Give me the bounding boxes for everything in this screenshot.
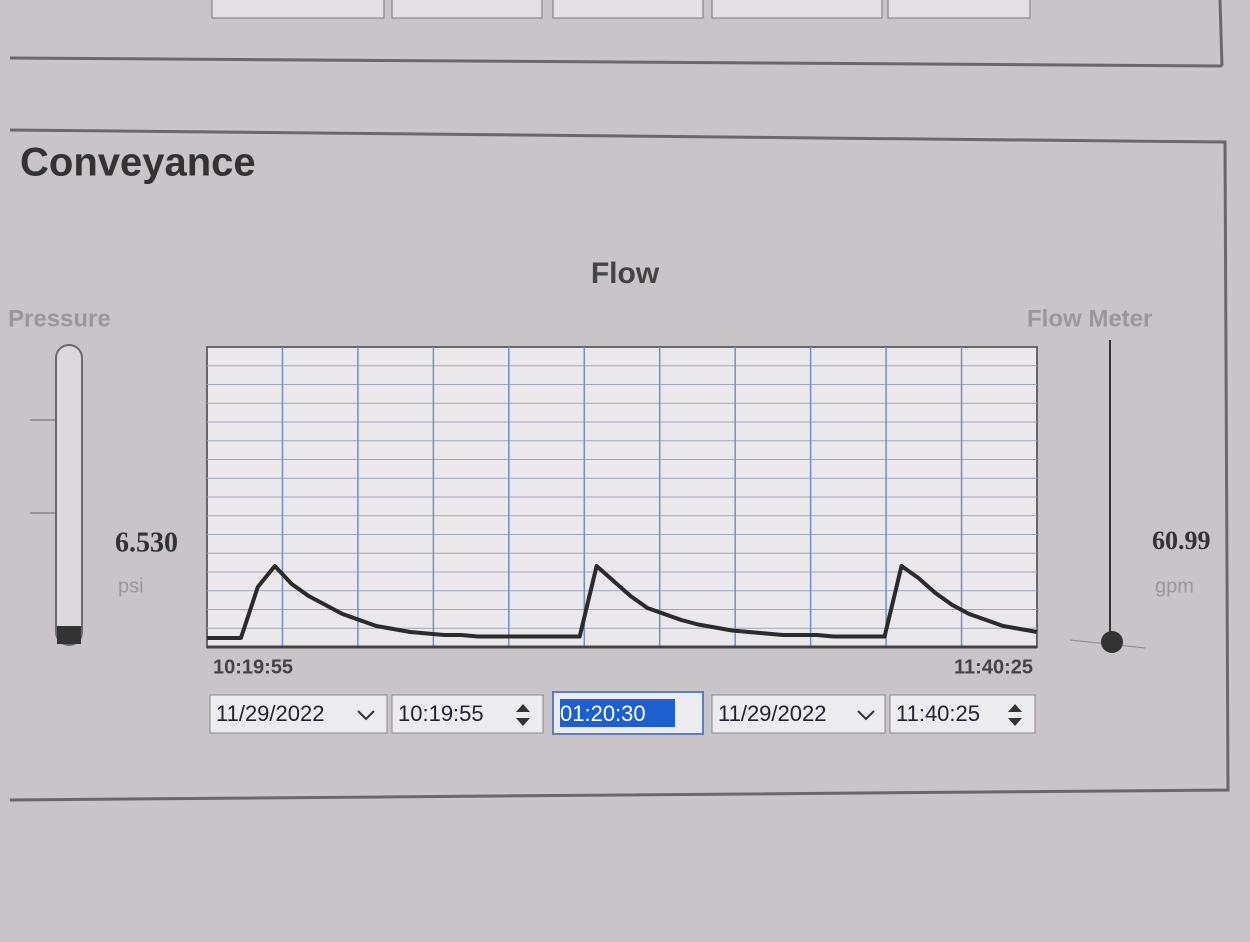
input-box xyxy=(712,0,882,18)
end-date-input[interactable]: 11/29/2022 xyxy=(712,695,885,733)
gauge-fill xyxy=(57,626,81,644)
gauge-label: Pressure xyxy=(8,305,111,332)
x-end-label: 11:40:25 xyxy=(954,656,1033,678)
gauge-value: 60.99 xyxy=(1152,526,1211,555)
gauge-label: Flow Meter xyxy=(1027,305,1152,332)
input-box xyxy=(553,0,703,18)
input-text[interactable]: 11:40:25 xyxy=(896,701,980,726)
start-time-input[interactable]: 10:19:55 xyxy=(392,695,543,733)
gauge-tube xyxy=(56,345,82,645)
end-time-input[interactable]: 11:40:25 xyxy=(890,695,1035,733)
input-text[interactable]: 10:19:55 xyxy=(398,701,484,726)
panel-border xyxy=(1220,0,1222,66)
input-box xyxy=(212,0,384,18)
screen: Conveyance Flow Pressure 6.530 psi Flow … xyxy=(0,0,1250,942)
chart-title: Flow xyxy=(591,257,660,290)
panel-title: Conveyance xyxy=(20,141,256,185)
input-box xyxy=(392,0,542,18)
page: Conveyance Flow Pressure 6.530 psi Flow … xyxy=(0,0,1250,942)
gauge-value: 6.530 xyxy=(115,527,178,558)
input-text[interactable]: 11/29/2022 xyxy=(718,701,826,726)
start-date-input[interactable]: 11/29/2022 xyxy=(210,695,387,733)
input-text[interactable]: 01:20:30 xyxy=(560,701,646,726)
gauge-unit: gpm xyxy=(1155,575,1194,597)
input-text[interactable]: 11/29/2022 xyxy=(216,701,324,726)
gauge-unit: psi xyxy=(118,575,144,597)
input-box xyxy=(888,0,1030,18)
duration-input[interactable]: 01:20:30 xyxy=(553,692,703,734)
x-start-label: 10:19:55 xyxy=(213,656,293,678)
plot xyxy=(207,347,1037,647)
slider-knob xyxy=(1101,631,1123,653)
